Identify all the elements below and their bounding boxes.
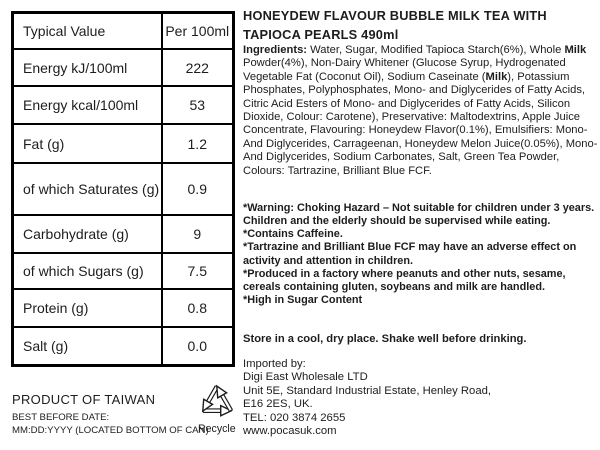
warning-sugar: *High in Sugar Content bbox=[243, 294, 363, 307]
importer-company: Digi East Wholesale LTD bbox=[243, 371, 368, 384]
nutrient-value: 0.8 bbox=[187, 300, 207, 316]
nutrient-value: 1.2 bbox=[187, 135, 207, 152]
table-row: Energy kcal/100ml 53 bbox=[14, 87, 232, 125]
nutrient-value: 7.5 bbox=[187, 263, 207, 279]
nutrient-value: 53 bbox=[189, 97, 206, 113]
product-title-line1: HONEYDEW FLAVOUR BUBBLE MILK TEA WITH bbox=[243, 8, 547, 23]
warning-allergens: *Produced in a factory where peanuts and… bbox=[243, 267, 566, 293]
ingredients-label: Ingredients: bbox=[243, 44, 308, 56]
nutrient-label: Fat (g) bbox=[14, 125, 163, 162]
recycle-icon bbox=[196, 380, 238, 420]
nutrient-label: of which Sugars (g) bbox=[14, 254, 163, 288]
table-header-value: Per 100ml bbox=[165, 23, 230, 39]
nutrient-value: 222 bbox=[185, 59, 209, 76]
table-row: of which Sugars (g) 7.5 bbox=[14, 254, 232, 290]
ingredients-allergen-milk: Milk bbox=[485, 70, 508, 83]
ingredients-text: ), Potassium Phosphates, Polyphosphates,… bbox=[243, 70, 598, 177]
nutrient-value: 0.9 bbox=[187, 181, 207, 197]
best-before-detail: MM:DD:YYYY (LOCATED BOTTOM OF CAN) bbox=[12, 425, 209, 436]
table-row: Energy kJ/100ml 222 bbox=[14, 50, 232, 87]
best-before-label: BEST BEFORE DATE: bbox=[12, 412, 110, 423]
table-row: Protein (g) 0.8 bbox=[14, 290, 232, 328]
table-row: of which Saturates (g) 0.9 bbox=[14, 164, 232, 216]
ingredients-paragraph: Ingredients: Water, Sugar, Modified Tapi… bbox=[243, 44, 600, 178]
nutrient-label: Carbohydrate (g) bbox=[14, 216, 163, 252]
warnings-block: *Warning: Choking Hazard – Not suitable … bbox=[243, 202, 600, 307]
nutrient-label: of which Saturates (g) bbox=[14, 164, 163, 214]
ingredients-text: Powder(4%), Non-Dairy Whitener (Glucose … bbox=[243, 57, 566, 83]
ingredients-text: Water, Sugar, Modified Tapioca Starch(6%… bbox=[307, 44, 565, 56]
nutrient-label: Protein (g) bbox=[14, 290, 163, 326]
warning-caffeine: *Contains Caffeine. bbox=[243, 228, 343, 241]
product-title-line2: TAPIOCA PEARLS 490ml bbox=[243, 26, 399, 42]
nutrient-label: Salt (g) bbox=[14, 328, 163, 364]
table-row: Carbohydrate (g) 9 bbox=[14, 216, 232, 254]
table-header-label: Typical Value bbox=[14, 14, 163, 48]
warning-colours: *Tartrazine and Brilliant Blue FCF may h… bbox=[243, 241, 577, 267]
storage-instructions: Store in a cool, dry place. Shake well b… bbox=[243, 333, 527, 345]
warning-choking-hazard: *Warning: Choking Hazard – Not suitable … bbox=[243, 202, 595, 228]
label-text-column: HONEYDEW FLAVOUR BUBBLE MILK TEA WITH TA… bbox=[243, 0, 600, 450]
importer-phone: TEL: 020 3874 2655 bbox=[243, 411, 346, 424]
country-of-origin: PRODUCT OF TAIWAN bbox=[12, 392, 156, 407]
table-row: Salt (g) 0.0 bbox=[14, 328, 232, 364]
nutrient-label: Energy kcal/100ml bbox=[14, 87, 163, 123]
table-row: Fat (g) 1.2 bbox=[14, 125, 232, 164]
importer-website: www.pocasuk.com bbox=[243, 425, 337, 438]
nutrition-table: Typical Value Per 100ml Energy kJ/100ml … bbox=[11, 11, 235, 367]
nutrient-value: 9 bbox=[193, 226, 202, 242]
product-title: HONEYDEW FLAVOUR BUBBLE MILK TEA WITH TA… bbox=[243, 7, 547, 45]
nutrient-label: Energy kJ/100ml bbox=[14, 50, 163, 85]
nutrient-value: 0.0 bbox=[187, 338, 207, 354]
importer-address-line1: Unit 5E, Standard Industrial Estate, Hen… bbox=[243, 384, 492, 397]
importer-block: Imported by: Digi East Wholesale LTD Uni… bbox=[243, 358, 600, 438]
table-header-row: Typical Value Per 100ml bbox=[14, 14, 232, 50]
importer-address-line2: E16 2ES, UK. bbox=[243, 398, 313, 411]
importer-heading: Imported by: bbox=[243, 358, 306, 370]
ingredients-allergen-milk: Milk bbox=[564, 44, 587, 56]
recycle-label: Recycle bbox=[198, 423, 236, 435]
